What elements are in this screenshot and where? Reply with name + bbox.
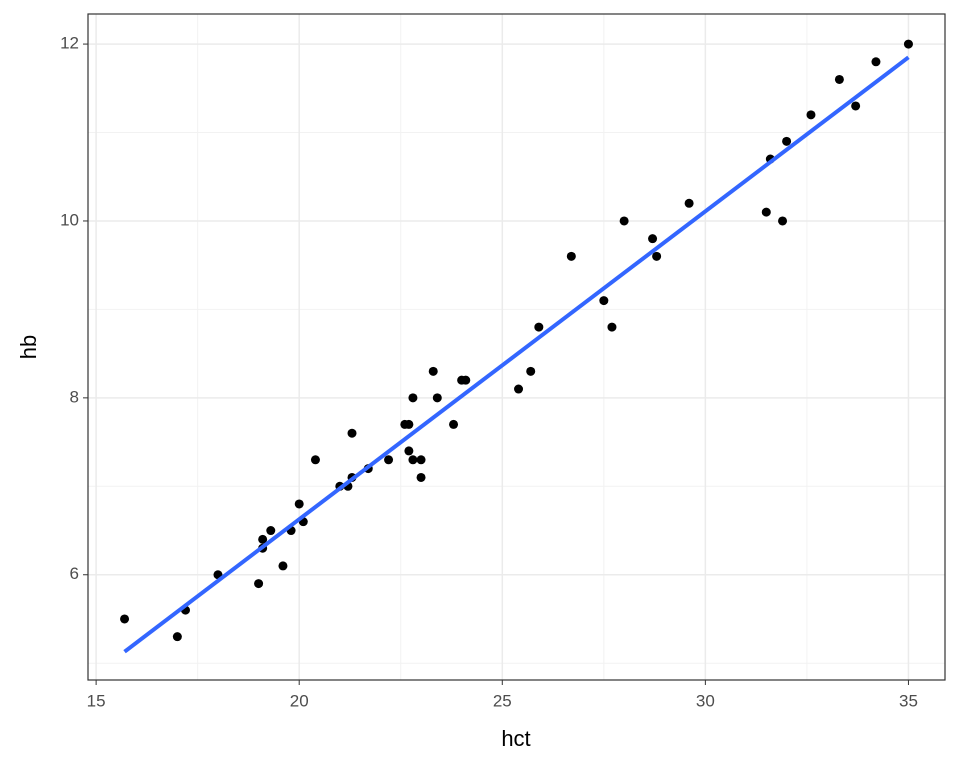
point [607,322,617,332]
point [310,455,320,465]
point [258,534,268,544]
x-tick-label: 15 [87,691,106,710]
point [408,393,418,403]
y-tick-label: 12 [60,34,79,53]
point [526,366,536,376]
point [761,207,771,217]
point [903,39,913,49]
point [347,428,357,438]
point [806,110,816,120]
point [404,446,414,456]
point [684,198,694,208]
y-axis-title: hb [16,335,41,359]
point [172,632,182,642]
point [416,472,426,482]
y-tick-label: 8 [70,387,79,406]
point [432,393,442,403]
point [254,579,264,589]
point [449,419,459,429]
x-tick-label: 30 [696,691,715,710]
point [648,234,658,244]
point [778,216,788,226]
fit-line [123,55,910,654]
point [566,251,576,261]
point [266,526,276,536]
x-axis-title: hct [501,726,530,751]
point [408,455,418,465]
point [782,136,792,146]
point [652,251,662,261]
point [871,57,881,67]
x-tick-label: 35 [899,691,918,710]
x-tick-label: 25 [493,691,512,710]
x-tick-label: 20 [290,691,309,710]
point [294,499,304,509]
point [278,561,288,571]
point [599,296,609,306]
point [514,384,524,394]
point [416,455,426,465]
point [619,216,629,226]
y-tick-label: 10 [60,210,79,229]
point [120,614,130,624]
point [834,74,844,84]
point [428,366,438,376]
point [461,375,471,385]
panel-border [87,13,946,681]
point [851,101,861,111]
point [384,455,394,465]
point [534,322,544,332]
point [404,419,414,429]
y-tick-label: 6 [70,564,79,583]
